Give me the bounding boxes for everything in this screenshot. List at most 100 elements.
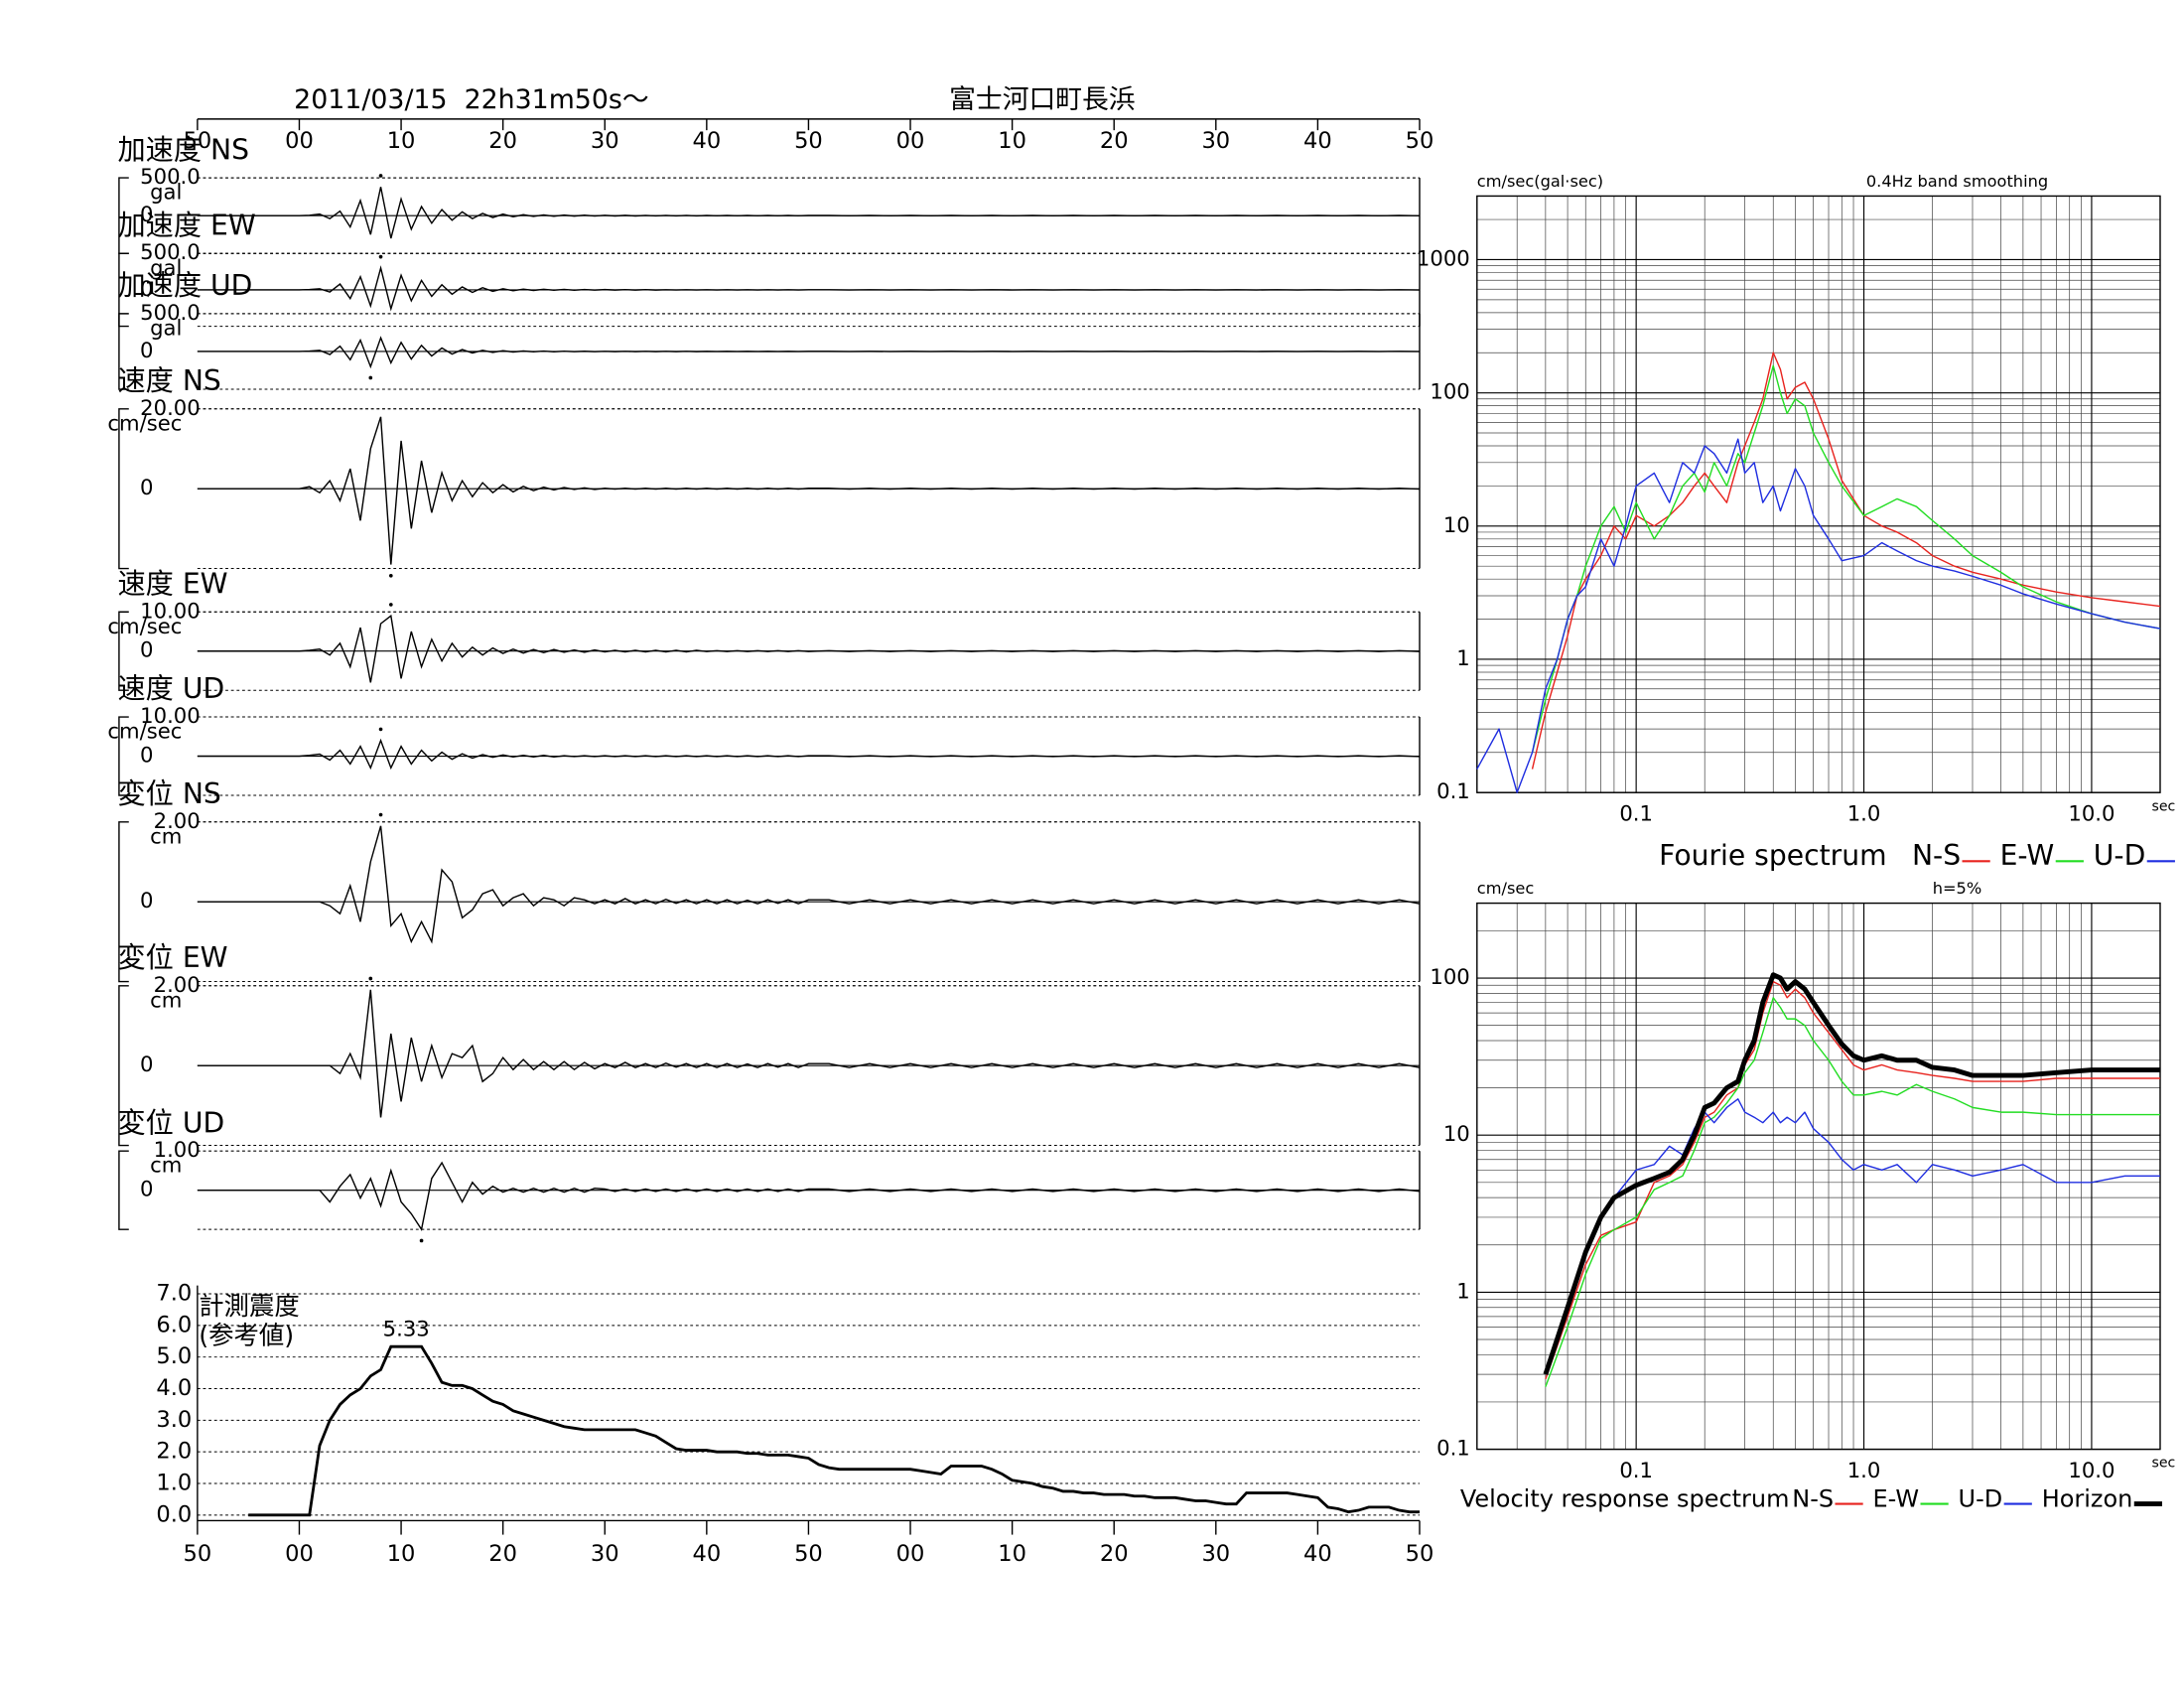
legend-label: U-D: [1959, 1484, 2003, 1512]
waveform-trace: [197, 614, 1421, 683]
y-tick-label: 500.0: [140, 164, 201, 189]
unit-label: cm: [150, 987, 182, 1012]
y-tick-label: 7.0: [156, 1281, 192, 1307]
y-tick-label: 3.0: [156, 1407, 192, 1433]
panel-label: 速度 NS: [117, 364, 220, 397]
spectrum-line: [1531, 352, 2161, 770]
panel-label: 速度 EW: [117, 567, 227, 600]
y-tick-label: 0: [140, 637, 153, 662]
plot-frame: [1476, 195, 2161, 793]
spectrum-line: [1545, 980, 2160, 1380]
y-tick-label: 0: [140, 276, 153, 301]
x-tick-label: 40: [692, 128, 721, 154]
x-tick-label: 0.1: [1619, 1458, 1653, 1482]
y-tick-label: 10: [1443, 512, 1470, 537]
station-name: 富士河口町長浜: [949, 84, 1135, 115]
unit-label: gal: [150, 180, 182, 205]
y-tick-label: 20.00: [140, 395, 201, 420]
x-tick-label: 1.0: [1847, 801, 1881, 826]
y-tick-label: 1: [1456, 645, 1469, 670]
legend-label: N-S: [1912, 839, 1961, 872]
x-tick-label: 50: [1406, 1541, 1434, 1567]
y-tick-label: 10.00: [140, 703, 201, 728]
x-tick-label: 50: [184, 1541, 212, 1567]
peak-marker: [419, 1238, 424, 1243]
peak-marker: [368, 375, 373, 380]
peak-marker: [378, 812, 383, 817]
panel-bracket: [118, 1150, 129, 1230]
y-tick-label: 0.1: [1436, 778, 1470, 803]
x-tick-label: 20: [488, 1541, 517, 1567]
x-tick-label: 30: [1201, 128, 1230, 154]
peak-marker: [378, 174, 383, 178]
panel-bracket: [118, 716, 129, 796]
y-axis-label: cm/sec: [1477, 879, 1534, 898]
waveform-trace: [197, 989, 1421, 1118]
panel-bracket: [118, 985, 129, 1147]
chart-subtitle: (参考値): [199, 1321, 294, 1350]
spectrum-line: [1545, 997, 2160, 1387]
panel-bracket: [118, 821, 129, 983]
x-tick-label: 10.0: [2068, 1458, 2115, 1482]
x-tick-label: 00: [285, 128, 314, 154]
y-tick-label: 100: [1430, 964, 1469, 989]
intensity-line: [248, 1344, 1420, 1517]
x-tick-label: 40: [1303, 128, 1332, 154]
x-tick-label: 50: [1406, 128, 1434, 154]
y-tick-label: 10: [1443, 1121, 1470, 1146]
y-tick-label: 1.00: [154, 1137, 201, 1162]
panel-label: 加速度 UD: [117, 269, 252, 302]
legend-caption: Fourie spectrum: [1659, 839, 1886, 872]
panel-label: 変位 EW: [117, 941, 227, 974]
y-axis-label: cm/sec(gal·sec): [1477, 172, 1603, 191]
x-tick-label: 50: [184, 128, 212, 154]
y-tick-label: 0: [140, 1052, 153, 1076]
unit-label: cm/sec: [107, 614, 182, 638]
y-tick-label: 5.0: [156, 1343, 192, 1369]
x-tick-label: 30: [1201, 1541, 1230, 1567]
legend-label: U-D: [2094, 839, 2146, 872]
x-tick-label: 20: [488, 128, 517, 154]
y-tick-label: 0.0: [156, 1501, 192, 1527]
waveform-trace: [197, 825, 1421, 944]
x-tick-label: 0.1: [1619, 801, 1653, 826]
x-tick-label: 40: [1303, 1541, 1332, 1567]
unit-label: cm/sec: [107, 410, 182, 435]
x-tick-label: 00: [285, 1541, 314, 1567]
waveform-trace: [197, 336, 1420, 369]
unit-label: cm: [150, 823, 182, 848]
y-tick-label: 500.0: [140, 300, 201, 325]
y-tick-label: 0: [140, 888, 153, 913]
spectrum-line: [1545, 1098, 2160, 1375]
panel-label: 加速度 NS: [117, 133, 249, 166]
y-tick-label: 500.0: [140, 239, 201, 264]
y-tick-label: 2.00: [154, 972, 201, 997]
y-tick-label: 0: [140, 338, 153, 362]
peak-marker: [368, 976, 373, 981]
y-tick-label: 4.0: [156, 1375, 192, 1401]
chart-title: 計測震度: [199, 1291, 299, 1321]
unit-label: gal: [150, 315, 182, 340]
y-tick-label: 0.1: [1436, 1436, 1470, 1461]
waveform-trace: [197, 738, 1421, 771]
peak-label: 5.33: [383, 1316, 430, 1340]
x-tick-label: 10: [998, 128, 1026, 154]
x-tick-label: 30: [591, 128, 619, 154]
y-tick-label: 6.0: [156, 1312, 192, 1337]
x-axis-label: sec: [2152, 1456, 2176, 1472]
waveform-trace: [197, 187, 1420, 239]
x-tick-label: 10: [387, 128, 416, 154]
panel-bracket: [118, 611, 129, 691]
y-tick-label: 0: [140, 475, 153, 499]
panel-bracket: [118, 408, 129, 570]
x-tick-label: 40: [692, 1541, 721, 1567]
y-tick-label: 1.0: [156, 1471, 192, 1496]
spectrum-line: [1531, 364, 2161, 753]
panel-bracket: [118, 313, 129, 390]
panel-label: 速度 UD: [117, 672, 224, 705]
chart-note: h=5%: [1933, 879, 1982, 898]
panel-label: 加速度 EW: [117, 209, 255, 241]
y-tick-label: 10.00: [140, 598, 201, 623]
